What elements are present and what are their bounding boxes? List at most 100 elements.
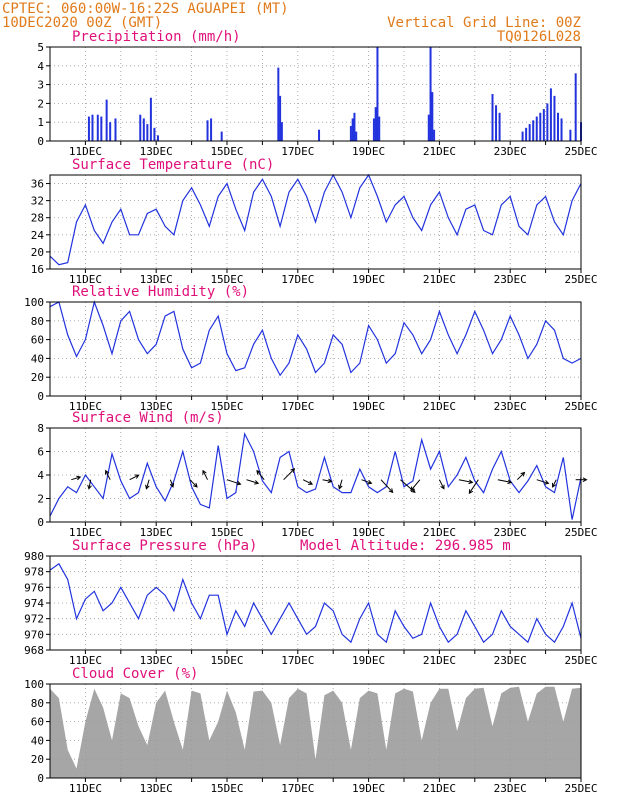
wind-arrow [88, 479, 92, 489]
precip-bar [374, 107, 377, 141]
wind-arrow-head [134, 474, 140, 479]
precip-bar [491, 94, 494, 141]
y-tick-label: 40 [31, 734, 44, 747]
precip-bar [569, 129, 572, 141]
precip-bar [532, 120, 535, 141]
y-tick-label: 40 [31, 352, 44, 365]
wind-arrow [246, 479, 259, 484]
date-label: 19DEC [352, 273, 385, 286]
precip-bar [96, 114, 99, 141]
date-label: 19DEC [352, 400, 385, 413]
y-tick-label: 3 [37, 79, 44, 92]
panel-title: Relative Humidity (%) [72, 284, 249, 300]
date-label: 21DEC [423, 145, 456, 158]
date-label: 21DEC [423, 654, 456, 667]
date-label: 23DEC [494, 145, 527, 158]
date-label: 17DEC [281, 145, 314, 158]
precip-bar [431, 92, 434, 141]
panel-4: 0 2 4 6 8 11DEC 13DEC 15DEC 17DEC 19DEC 21DEC 23DEC… [37, 410, 597, 539]
precip-bar [378, 116, 381, 141]
precip-bar [525, 127, 528, 141]
y-tick-label: 976 [24, 581, 44, 594]
wind-arrow [302, 479, 313, 485]
wind-arrow-head [582, 477, 588, 483]
precip-bar [91, 114, 94, 141]
wind-arrow [552, 479, 557, 488]
wind-arrow-head [520, 471, 526, 477]
date-label: 19DEC [352, 654, 385, 667]
y-tick-label: 8 [37, 422, 44, 435]
wind-arrow [145, 479, 150, 489]
wind-arrow-head [169, 482, 175, 488]
precip-bar [560, 118, 563, 141]
precip-bar [376, 47, 379, 141]
precip-bar [139, 114, 142, 141]
wind-arrow [71, 476, 81, 481]
date-label: 13DEC [140, 526, 173, 539]
series-line [49, 173, 582, 266]
date-label: 21DEC [423, 400, 456, 413]
series-line [49, 562, 582, 644]
wind-arrow-head [507, 479, 513, 485]
date-label: 25DEC [564, 145, 597, 158]
precip-bar [279, 95, 282, 141]
y-tick-label: 36 [31, 178, 44, 191]
date-label: 25DEC [564, 654, 597, 667]
precip-bar [87, 116, 90, 141]
y-tick-label: 60 [31, 716, 44, 729]
precip-bar [498, 112, 501, 141]
wind-arrow [536, 479, 549, 484]
precip-bar [149, 97, 152, 141]
y-tick-label: 6 [37, 446, 44, 459]
date-label: 15DEC [210, 526, 243, 539]
date-label: 17DEC [281, 400, 314, 413]
y-tick-label: 0 [37, 516, 44, 529]
wind-arrow [202, 470, 208, 480]
wind-arrow-head [410, 486, 415, 492]
y-tick-label: 16 [31, 263, 44, 276]
precip-bar [349, 125, 352, 141]
precip-bar [100, 116, 103, 141]
date-label: 21DEC [423, 273, 456, 286]
date-label: 11DEC [69, 145, 102, 158]
date-label: 11DEC [69, 782, 102, 795]
y-tick-label: 2 [37, 493, 44, 506]
date-label: 17DEC [281, 273, 314, 286]
header-date: 10DEC2020 00Z (GMT) [2, 15, 162, 31]
y-tick-label: 80 [31, 697, 44, 710]
wind-arrow [361, 479, 372, 484]
y-tick-label: 0 [37, 135, 44, 148]
precip-bar [146, 124, 149, 141]
wind-arrow [256, 470, 265, 481]
date-label: 25DEC [564, 273, 597, 286]
y-tick-label: 970 [24, 628, 44, 641]
precip-bar [546, 103, 549, 141]
y-tick-label: 972 [24, 613, 44, 626]
precip-bar [556, 112, 559, 141]
series-line [49, 431, 582, 520]
wind-arrow-head [388, 488, 394, 494]
y-tick-label: 978 [24, 566, 44, 579]
date-label: 13DEC [140, 400, 173, 413]
precip-bar [495, 105, 498, 141]
wind-arrow [410, 479, 421, 491]
y-tick-label: 980 [24, 550, 44, 563]
wind-arrow-head [105, 469, 110, 475]
wind-arrow-head [236, 480, 242, 486]
precip-bar [355, 131, 358, 141]
precip-bar [535, 116, 538, 141]
precip-bar [521, 131, 524, 141]
date-label: 11DEC [69, 273, 102, 286]
wind-arrow [105, 470, 111, 480]
panel-1: 0 1 2 3 4 5 11DEC 13DEC 15DEC 17DEC 19DEC 21DEC 23DE… [37, 29, 597, 158]
date-label: 25DEC [564, 400, 597, 413]
date-label: 23DEC [494, 782, 527, 795]
precip-bar [549, 88, 552, 141]
precip-bar [153, 127, 156, 141]
date-label: 25DEC [564, 526, 597, 539]
wind-arrow-head [193, 482, 198, 488]
y-tick-label: 974 [24, 597, 44, 610]
date-label: 13DEC [140, 654, 173, 667]
y-tick-label: 60 [31, 334, 44, 347]
wind-arrow [129, 474, 139, 481]
